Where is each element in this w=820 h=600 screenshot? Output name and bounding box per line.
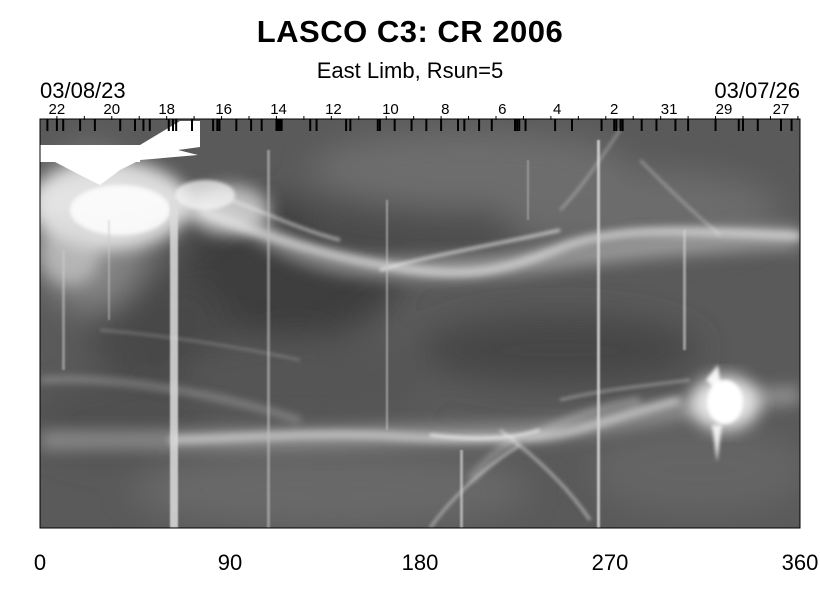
longitude-axis: 0 90 180 270 360 — [34, 550, 818, 575]
image-time-mark — [571, 119, 573, 131]
top-date-axis: 22 20 18 16 14 12 10 8 6 4 2 31 29 27 — [49, 101, 799, 120]
image-time-mark — [167, 119, 170, 131]
image-time-mark — [349, 119, 352, 131]
image-time-mark — [309, 119, 312, 131]
image-time-mark — [518, 119, 521, 131]
image-time-mark — [393, 119, 396, 131]
image-time-mark — [62, 119, 65, 131]
day-tick-label: 20 — [103, 101, 120, 118]
image-time-mark — [714, 119, 717, 131]
day-tick-label: 14 — [270, 101, 287, 118]
image-time-mark — [780, 119, 782, 131]
image-time-mark — [613, 119, 616, 131]
image-time-mark — [742, 119, 744, 131]
image-time-mark — [345, 119, 348, 131]
image-time-mark — [376, 119, 379, 131]
image-time-mark — [514, 119, 516, 131]
day-tick-label: 16 — [215, 101, 232, 118]
image-time-mark — [93, 119, 96, 131]
end-date-label: 03/07/26 — [714, 78, 800, 103]
image-time-mark — [554, 119, 557, 131]
image-time-mark — [172, 119, 174, 131]
image-time-mark — [250, 119, 253, 131]
image-time-mark — [478, 119, 481, 131]
chart-title: LASCO C3: CR 2006 — [256, 14, 564, 49]
image-time-mark — [674, 119, 677, 131]
image-time-mark — [687, 119, 690, 131]
image-time-mark — [457, 119, 459, 131]
image-time-mark — [600, 119, 603, 131]
plot-frame — [39, 118, 801, 529]
image-time-mark — [142, 119, 145, 131]
image-time-mark — [756, 119, 759, 131]
x-tick-label: 270 — [592, 550, 629, 575]
day-tick-label: 18 — [158, 101, 175, 118]
image-time-mark — [235, 119, 238, 131]
day-tick-label: 8 — [441, 101, 449, 118]
image-time-mark — [737, 119, 740, 131]
image-time-mark — [790, 119, 793, 131]
image-time-mark — [277, 119, 281, 131]
image-time-mark — [148, 119, 151, 131]
image-time-mark — [655, 119, 658, 131]
image-time-mark — [134, 119, 136, 131]
start-date-label: 03/08/23 — [40, 78, 126, 103]
image-time-mark — [410, 119, 413, 131]
day-tick-label: 31 — [661, 101, 678, 118]
image-time-mark — [516, 119, 519, 131]
day-tick-label: 22 — [49, 101, 66, 118]
image-time-mark — [378, 119, 381, 131]
image-time-mark — [175, 119, 178, 131]
x-tick-label: 180 — [402, 550, 439, 575]
image-time-mark — [275, 119, 279, 131]
day-tick-label: 27 — [773, 101, 790, 118]
image-time-mark — [524, 119, 527, 131]
x-tick-label: 0 — [34, 550, 46, 575]
image-time-mark — [463, 119, 466, 131]
image-time-mark — [216, 119, 219, 131]
day-tick-label: 4 — [553, 101, 561, 118]
image-time-mark — [218, 119, 221, 131]
chart-subtitle: East Limb, Rsun=5 — [316, 58, 504, 83]
image-time-mark — [440, 119, 443, 131]
image-time-mark — [621, 119, 624, 131]
image-time-mark — [260, 119, 263, 131]
image-time-mark — [55, 119, 58, 131]
day-tick-label: 2 — [610, 101, 618, 118]
image-time-mark — [279, 119, 283, 131]
coronal-intensity-heatmap — [40, 119, 800, 528]
day-tick-label: 12 — [325, 101, 342, 118]
data-image-ticks — [46, 119, 793, 131]
x-tick-label: 360 — [782, 550, 819, 575]
image-time-mark — [425, 119, 428, 131]
day-tick-label: 29 — [716, 101, 733, 118]
image-time-mark — [490, 119, 493, 131]
day-tick-label: 6 — [498, 101, 506, 118]
image-time-mark — [315, 119, 318, 131]
image-time-mark — [46, 119, 49, 131]
image-time-mark — [615, 119, 618, 131]
image-time-mark — [619, 119, 622, 131]
image-time-mark — [212, 119, 215, 131]
image-time-mark — [191, 119, 193, 131]
x-tick-label: 90 — [218, 550, 242, 575]
image-time-mark — [79, 119, 82, 131]
image-time-mark — [119, 119, 122, 131]
day-tick-label: 10 — [382, 101, 399, 118]
image-time-mark — [640, 119, 643, 131]
